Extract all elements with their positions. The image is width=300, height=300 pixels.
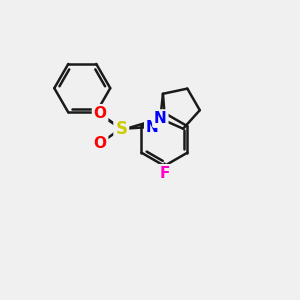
Text: O: O: [94, 136, 106, 152]
Text: N: N: [146, 120, 159, 135]
Text: F: F: [159, 166, 170, 181]
Text: O: O: [94, 106, 106, 121]
Text: N: N: [154, 111, 167, 126]
Text: S: S: [115, 120, 127, 138]
